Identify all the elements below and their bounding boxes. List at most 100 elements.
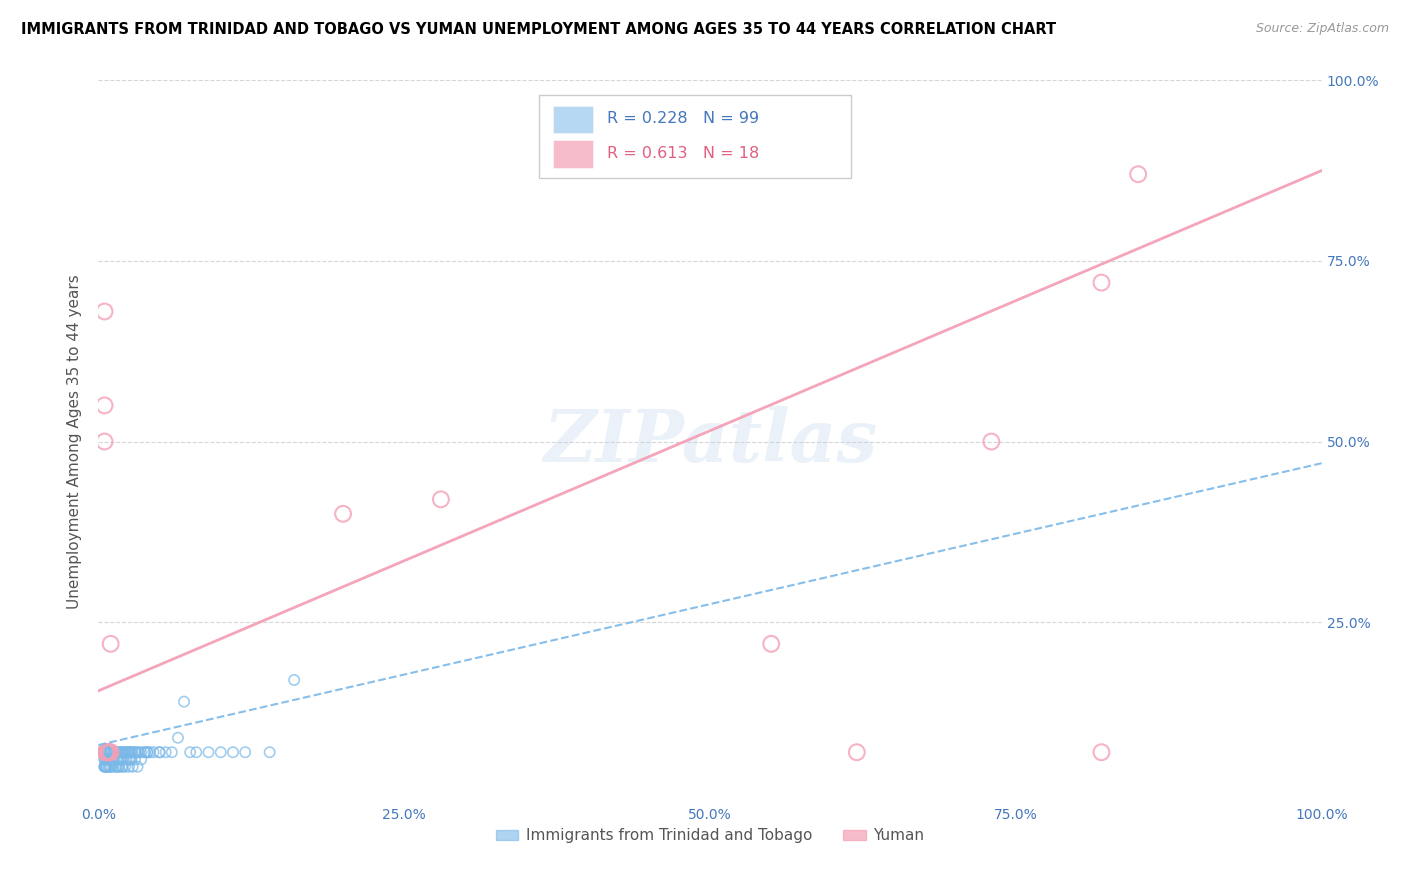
Y-axis label: Unemployment Among Ages 35 to 44 years: Unemployment Among Ages 35 to 44 years: [67, 274, 83, 609]
Point: [430, 492, 453, 507]
Point: [94, 760, 117, 774]
Point: [97, 745, 120, 759]
Point: [120, 752, 142, 766]
Point: [107, 760, 129, 774]
Text: R = 0.228   N = 99: R = 0.228 N = 99: [607, 112, 759, 126]
Point: [96, 760, 118, 774]
Point: [100, 745, 122, 759]
Point: [127, 760, 149, 774]
Point: [115, 752, 138, 766]
Point: [980, 434, 1002, 449]
Point: [118, 745, 141, 759]
FancyBboxPatch shape: [538, 95, 851, 178]
Point: [111, 745, 134, 759]
Text: R = 0.613   N = 18: R = 0.613 N = 18: [607, 146, 759, 161]
Point: [110, 752, 132, 766]
Legend: Immigrants from Trinidad and Tobago, Yuman: Immigrants from Trinidad and Tobago, Yum…: [489, 822, 931, 849]
Point: [93, 304, 115, 318]
Point: [118, 752, 141, 766]
Text: IMMIGRANTS FROM TRINIDAD AND TOBAGO VS YUMAN UNEMPLOYMENT AMONG AGES 35 TO 44 YE: IMMIGRANTS FROM TRINIDAD AND TOBAGO VS Y…: [21, 22, 1056, 37]
Point: [120, 752, 142, 766]
Point: [111, 760, 134, 774]
Point: [100, 752, 122, 766]
Point: [103, 752, 125, 766]
Point: [101, 745, 124, 759]
Point: [114, 760, 136, 774]
Point: [105, 760, 128, 774]
Point: [155, 745, 177, 759]
Point: [101, 752, 124, 766]
Point: [845, 745, 868, 759]
Point: [100, 760, 122, 774]
Point: [115, 745, 138, 759]
Point: [96, 745, 118, 759]
Point: [100, 745, 122, 759]
Point: [100, 752, 122, 766]
Point: [222, 745, 245, 759]
Point: [97, 760, 120, 774]
Point: [98, 745, 121, 759]
Point: [114, 745, 136, 759]
Point: [139, 745, 162, 759]
Point: [96, 752, 118, 766]
Point: [93, 745, 115, 759]
Point: [98, 752, 121, 766]
Point: [332, 507, 354, 521]
Point: [105, 745, 128, 759]
Point: [100, 637, 122, 651]
Point: [104, 745, 127, 759]
Point: [98, 760, 121, 774]
Point: [197, 745, 219, 759]
Text: Source: ZipAtlas.com: Source: ZipAtlas.com: [1256, 22, 1389, 36]
Point: [93, 398, 115, 412]
Point: [103, 745, 125, 759]
Point: [93, 760, 115, 774]
Point: [100, 745, 122, 759]
Point: [97, 745, 120, 759]
Point: [120, 745, 142, 759]
Point: [111, 760, 134, 774]
Point: [1090, 745, 1112, 759]
Point: [112, 745, 135, 759]
Point: [209, 745, 232, 759]
Point: [97, 745, 120, 759]
Point: [134, 745, 156, 759]
Point: [111, 752, 134, 766]
Point: [105, 752, 128, 766]
Point: [1128, 167, 1150, 181]
FancyBboxPatch shape: [554, 140, 592, 168]
Point: [124, 745, 146, 759]
Point: [93, 760, 115, 774]
Point: [101, 745, 124, 759]
Point: [104, 760, 127, 774]
Point: [94, 745, 117, 759]
Point: [142, 745, 165, 759]
Point: [111, 752, 134, 766]
FancyBboxPatch shape: [554, 105, 592, 133]
Point: [101, 760, 124, 774]
Point: [118, 760, 141, 774]
Point: [107, 752, 129, 766]
Point: [186, 745, 208, 759]
Point: [167, 731, 190, 745]
Point: [129, 752, 152, 766]
Point: [118, 745, 141, 759]
Point: [100, 745, 122, 759]
Point: [117, 745, 139, 759]
Point: [98, 745, 121, 759]
Point: [120, 745, 142, 759]
Point: [100, 745, 122, 759]
Point: [233, 745, 256, 759]
Point: [134, 745, 156, 759]
Point: [129, 745, 152, 759]
Point: [107, 745, 129, 759]
Point: [111, 745, 134, 759]
Point: [149, 745, 172, 759]
Point: [1090, 276, 1112, 290]
Point: [100, 745, 122, 759]
Point: [94, 752, 117, 766]
Point: [93, 434, 115, 449]
Point: [124, 752, 146, 766]
Point: [108, 760, 131, 774]
Point: [93, 745, 115, 759]
